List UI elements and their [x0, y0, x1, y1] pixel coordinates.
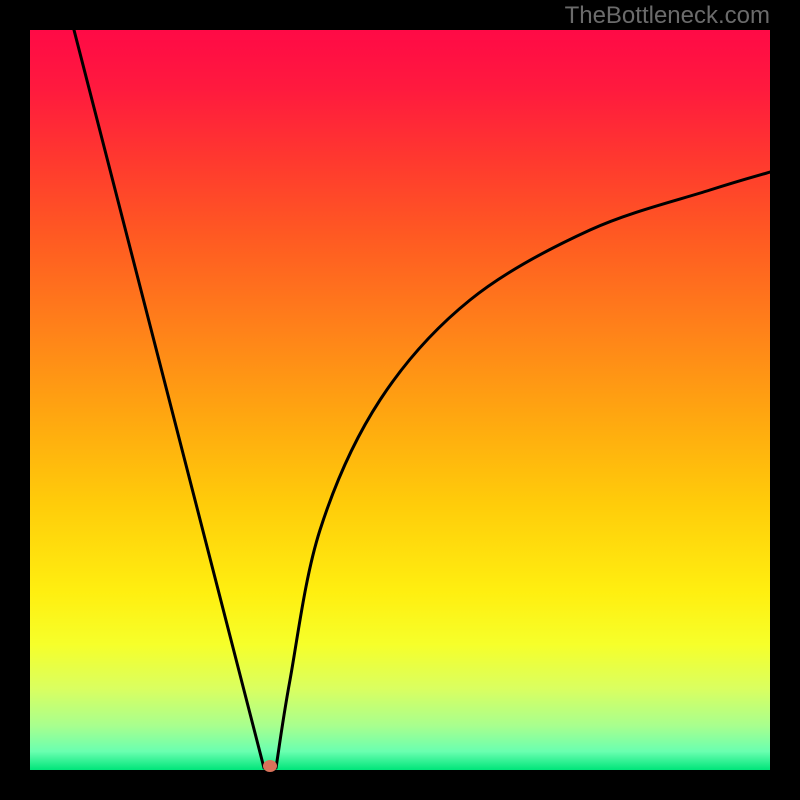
- watermark-text: TheBottleneck.com: [565, 2, 770, 30]
- chart-container: TheBottleneck.com: [0, 0, 800, 800]
- curve-path: [74, 30, 770, 769]
- bottleneck-curve: [30, 30, 770, 770]
- minimum-marker-icon: [263, 760, 277, 772]
- plot-area: [30, 30, 770, 770]
